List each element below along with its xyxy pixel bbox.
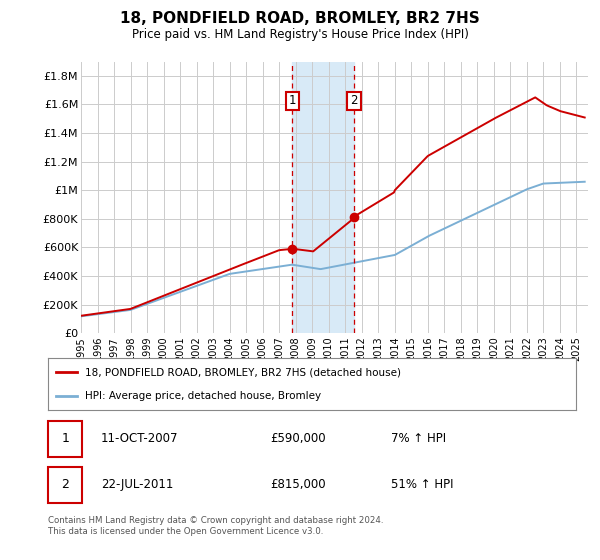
Text: HPI: Average price, detached house, Bromley: HPI: Average price, detached house, Brom… (85, 391, 321, 401)
Bar (292, 62, 354, 333)
Text: Price paid vs. HM Land Registry's House Price Index (HPI): Price paid vs. HM Land Registry's House … (131, 28, 469, 41)
Text: £815,000: £815,000 (270, 478, 325, 492)
Text: 7% ↑ HPI: 7% ↑ HPI (391, 432, 446, 445)
FancyBboxPatch shape (48, 467, 82, 503)
Text: 1: 1 (289, 95, 296, 108)
Text: £590,000: £590,000 (270, 432, 325, 445)
Text: 22-JUL-2011: 22-JUL-2011 (101, 478, 173, 492)
Text: 51% ↑ HPI: 51% ↑ HPI (391, 478, 454, 492)
Text: 1: 1 (61, 432, 69, 445)
FancyBboxPatch shape (48, 421, 82, 456)
Text: 18, PONDFIELD ROAD, BROMLEY, BR2 7HS: 18, PONDFIELD ROAD, BROMLEY, BR2 7HS (120, 11, 480, 26)
Text: 18, PONDFIELD ROAD, BROMLEY, BR2 7HS (detached house): 18, PONDFIELD ROAD, BROMLEY, BR2 7HS (de… (85, 367, 401, 377)
Text: 2: 2 (350, 95, 358, 108)
Text: 2: 2 (61, 478, 69, 492)
Text: Contains HM Land Registry data © Crown copyright and database right 2024.
This d: Contains HM Land Registry data © Crown c… (48, 516, 383, 536)
Text: 11-OCT-2007: 11-OCT-2007 (101, 432, 178, 445)
